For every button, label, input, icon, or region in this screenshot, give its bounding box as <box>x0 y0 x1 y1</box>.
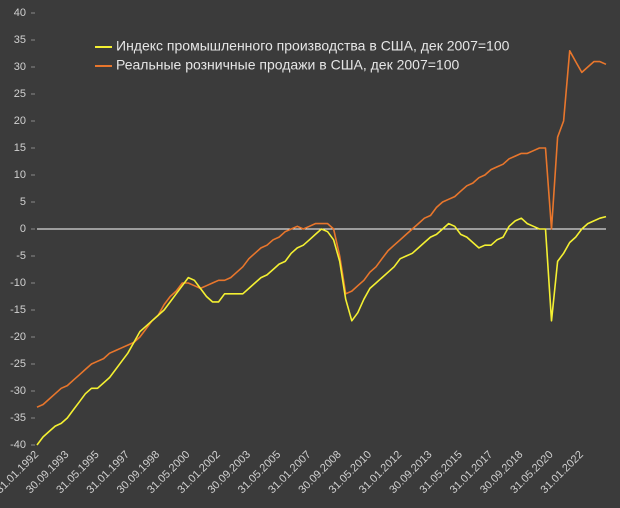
y-tick-label: -35 <box>10 412 26 424</box>
y-tick-label: 35 <box>14 34 26 46</box>
legend-label: Реальные розничные продажи в США, дек 20… <box>116 57 460 73</box>
y-tick-label: -5 <box>16 250 26 262</box>
y-tick-label: 30 <box>14 61 26 73</box>
y-tick-label: 0 <box>20 223 26 235</box>
y-tick-label: -25 <box>10 358 26 370</box>
series-line <box>36 50 607 408</box>
y-tick-label: -10 <box>10 277 26 289</box>
y-tick-label: 20 <box>14 115 26 127</box>
legend-label: Индекс промышленного производства в США,… <box>116 38 510 54</box>
series-line <box>36 215 607 446</box>
y-tick-label: 5 <box>20 196 26 208</box>
y-tick-label: -20 <box>10 331 26 343</box>
y-tick-label: -30 <box>10 385 26 397</box>
y-tick-label: 10 <box>14 169 26 181</box>
y-tick-label: -40 <box>10 439 26 451</box>
y-tick-label: -15 <box>10 304 26 316</box>
y-tick-label: 25 <box>14 88 26 100</box>
y-tick-label: 40 <box>14 7 26 19</box>
y-tick-label: 15 <box>14 142 26 154</box>
